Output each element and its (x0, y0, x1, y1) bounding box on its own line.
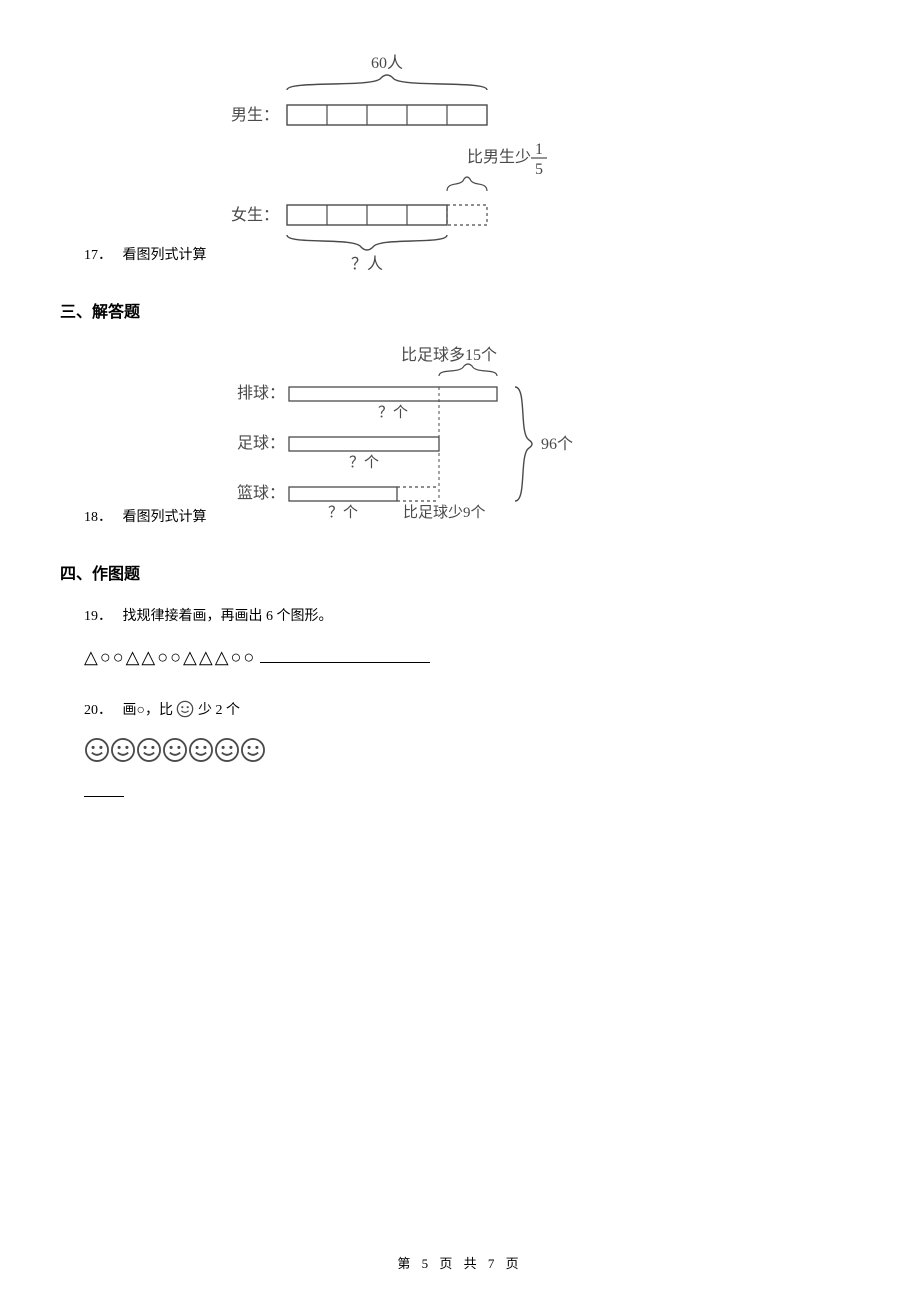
svg-text:比足球少9个: 比足球少9个 (403, 504, 486, 521)
svg-text:1: 1 (535, 141, 543, 158)
smiley-icon (110, 737, 136, 763)
footer-page: 5 (422, 1256, 433, 1271)
section-4-heading: 四、作图题 (60, 560, 860, 584)
q17-figure: 60人男生： 比男生少1 5 女生： ？人 (227, 50, 567, 270)
svg-text:比足球多15个: 比足球多15个 (400, 346, 496, 364)
smiley-icon (176, 700, 194, 718)
footer-suffix: 页 (506, 1256, 523, 1271)
q19-number: 19． (84, 604, 119, 629)
smiley-icon (188, 737, 214, 763)
smiley-icon (240, 737, 266, 763)
svg-text:？人: ？人 (350, 255, 382, 270)
footer-mid: 页 共 (439, 1256, 480, 1271)
svg-text:？个: ？个 (377, 404, 407, 421)
q18-stem: 看图列式计算 (123, 510, 207, 525)
svg-text:？个: ？个 (348, 454, 378, 471)
q19-blank (260, 662, 430, 663)
svg-text:？个: ？个 (327, 504, 357, 521)
smiley-icon (84, 737, 110, 763)
svg-text:男生：: 男生： (230, 106, 278, 124)
section-3-heading: 三、解答题 (60, 298, 860, 322)
q19-stem: 找规律接着画，再画出 6 个图形。 (123, 609, 333, 624)
q20-answer-blank (84, 796, 124, 797)
q19-pattern: △○○△△○○△△△○○ (84, 647, 256, 667)
q19-pattern-row: △○○△△○○△△△○○ (84, 647, 860, 668)
svg-text:96个: 96个 (541, 435, 573, 453)
q20-stem-before: 画○，比 (123, 703, 173, 718)
q18-number: 18． (84, 505, 119, 530)
footer-prefix: 第 (397, 1256, 414, 1271)
svg-text:5: 5 (535, 161, 543, 178)
svg-text:60人: 60人 (370, 54, 402, 72)
q20-line: 20． 画○，比 少 2 个 (84, 698, 860, 723)
smiley-icon (162, 737, 188, 763)
smiley-icon (136, 737, 162, 763)
page-footer: 第 5 页 共 7 页 (0, 1253, 920, 1272)
svg-text:排球：: 排球： (236, 384, 284, 402)
svg-text:篮球：: 篮球： (236, 484, 284, 502)
footer-total: 7 (488, 1256, 499, 1271)
q20-stem-after: 少 2 个 (198, 703, 240, 718)
q17-number: 17． (84, 243, 119, 268)
q18-figure: 比足球多15个排球：？个足球：？个篮球：？个比足球少9个96个 (227, 342, 587, 532)
q20-number: 20． (84, 698, 119, 723)
q17-stem: 看图列式计算 (123, 248, 207, 263)
svg-text:比男生少: 比男生少 (467, 148, 531, 166)
svg-text:女生：: 女生： (230, 205, 278, 224)
svg-text:足球：: 足球： (236, 434, 284, 452)
smiley-icon (214, 737, 240, 763)
q20-smiley-row (84, 737, 860, 763)
